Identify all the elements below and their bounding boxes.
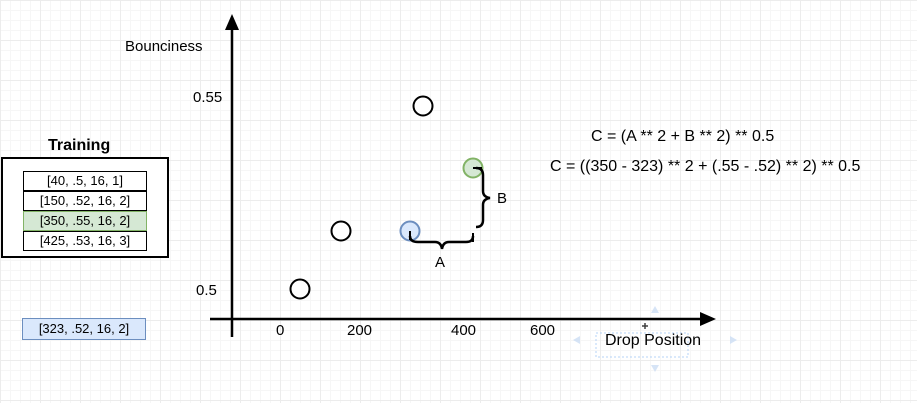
- y-tick-label: 0.55: [193, 89, 223, 106]
- y-axis-arrowhead: [225, 14, 239, 30]
- arrow-right-icon[interactable]: [730, 336, 737, 344]
- training-table: [40, .5, 16, 1] [150, .52, 16, 2] [350, …: [1, 157, 169, 258]
- data-point-unlabeled: [330, 220, 352, 242]
- arrow-left-icon[interactable]: [573, 336, 580, 344]
- brace-a-label: A: [435, 254, 446, 271]
- training-row: [150, .52, 16, 2]: [23, 191, 147, 211]
- x-axis-arrowhead: [700, 312, 716, 326]
- training-row: [40, .5, 16, 1]: [23, 171, 147, 191]
- data-point-unlabeled: [289, 278, 311, 300]
- training-row: [425, .53, 16, 3]: [23, 231, 147, 251]
- arrow-down-icon[interactable]: [651, 365, 659, 372]
- arrow-up-icon[interactable]: [651, 306, 659, 313]
- test-point-row: [323, .52, 16, 2]: [22, 318, 146, 340]
- x-tick-label: 200: [347, 322, 373, 339]
- x-tick-label: 400: [451, 322, 477, 339]
- x-tick-label: 600: [530, 322, 556, 339]
- brace-b: [475, 166, 491, 229]
- brace-b-label: B: [497, 190, 508, 207]
- move-handle[interactable]: [573, 306, 737, 372]
- y-axis-label: Bounciness: [125, 38, 203, 55]
- selection-box[interactable]: [595, 332, 689, 358]
- x-tick-label: 0: [276, 322, 285, 339]
- y-tick-label: 0.5: [196, 282, 217, 299]
- x-axis-label[interactable]: Drop Position: [605, 332, 702, 349]
- brace-a: [408, 235, 475, 250]
- distance-formula-substituted: C = ((350 - 323) ** 2 + (.55 - .52) ** 2…: [550, 158, 861, 175]
- data-point-unlabeled: [412, 95, 434, 117]
- training-row-highlighted: [350, .55, 16, 2]: [23, 211, 147, 231]
- distance-formula: C = (A ** 2 + B ** 2) ** 0.5: [591, 128, 775, 145]
- training-title: Training: [48, 137, 111, 154]
